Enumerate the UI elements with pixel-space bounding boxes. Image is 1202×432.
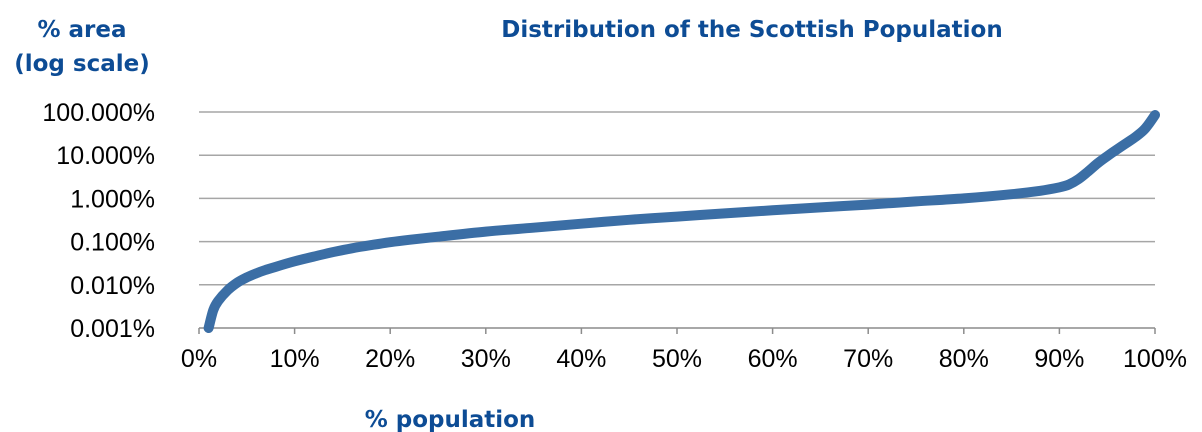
y-tick-label: 100.000% bbox=[42, 99, 155, 127]
x-tick-label: 60% bbox=[748, 345, 798, 373]
series-layer bbox=[203, 110, 1160, 333]
y-tick-label: 1.000% bbox=[70, 185, 155, 213]
y-tick-label: 10.000% bbox=[56, 142, 155, 170]
y-tick-labels: 0.001% 0.010% 0.100% 1.000% 10.000% 100.000% bbox=[42, 99, 155, 343]
x-tick-label: 10% bbox=[270, 345, 320, 373]
x-tick-label: 70% bbox=[843, 345, 893, 373]
x-axis-label: % population bbox=[365, 407, 536, 432]
y-axis-label-line-2: (log scale) bbox=[14, 51, 150, 77]
y-tick-label: 0.001% bbox=[70, 315, 155, 343]
y-axis-label-line-1: % area bbox=[37, 17, 126, 43]
x-tick-labels: 0% 10% 20% 30% 40% 50% 60% 70% 80% 90% 100% bbox=[181, 345, 1187, 373]
chart-title: Distribution of the Scottish Population bbox=[501, 17, 1002, 43]
x-tick-label: 20% bbox=[365, 345, 415, 373]
axes bbox=[198, 327, 1156, 334]
x-tick-label: 30% bbox=[461, 345, 511, 373]
series-line bbox=[203, 110, 1160, 333]
y-tick-label: 0.100% bbox=[70, 229, 155, 257]
x-tick-label: 90% bbox=[1034, 345, 1084, 373]
x-tick-label: 80% bbox=[939, 345, 989, 373]
x-tick-label: 50% bbox=[652, 345, 702, 373]
gridlines bbox=[199, 111, 1155, 286]
x-tick-label: 100% bbox=[1123, 345, 1187, 373]
x-tick-label: 40% bbox=[556, 345, 606, 373]
y-tick-label: 0.010% bbox=[70, 272, 155, 300]
x-tick-label: 0% bbox=[181, 345, 217, 373]
